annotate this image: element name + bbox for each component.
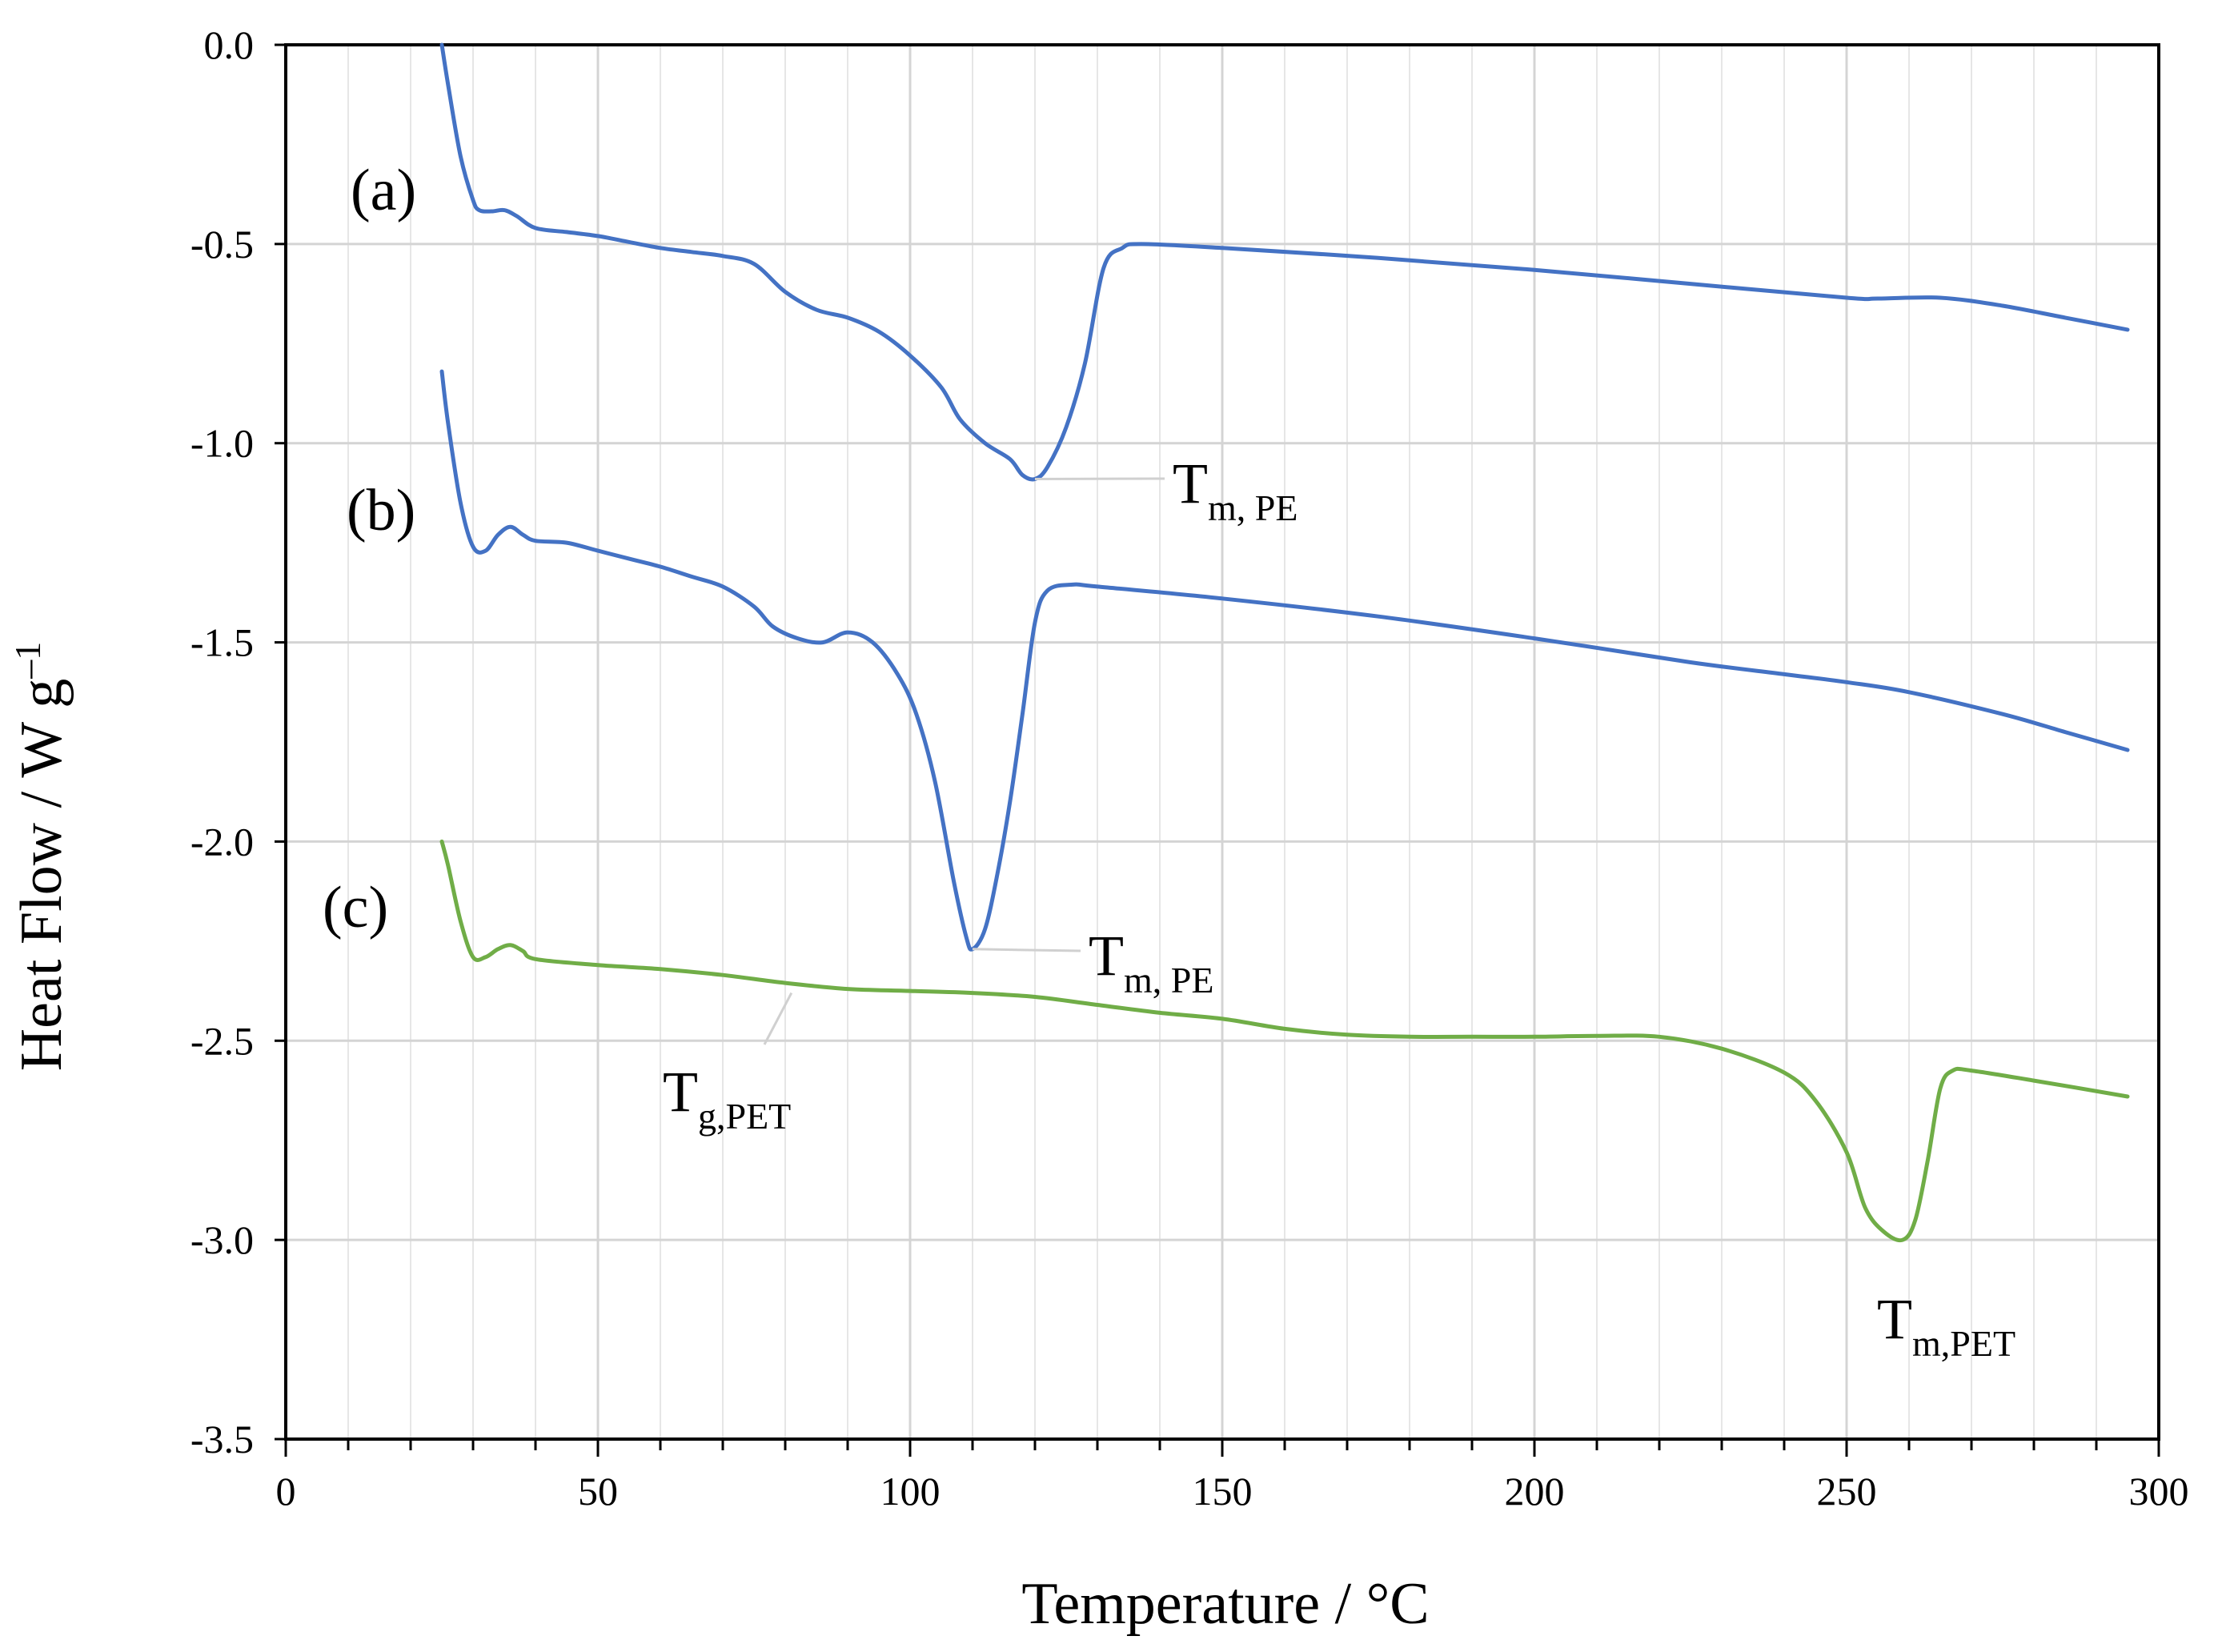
annotation-tm-pet: Tm,PET bbox=[1877, 1287, 2015, 1364]
annotation-tg-pet-main: T bbox=[663, 1060, 698, 1124]
y-tick-label-0: 0.0 bbox=[204, 22, 255, 67]
y-tick-label-4: -2.0 bbox=[191, 819, 254, 864]
y-axis-title-main: Heat Flow / W g bbox=[9, 679, 74, 1072]
x-tick-label-50: 50 bbox=[578, 1469, 618, 1514]
annotation-tg-pet-sub: g,PET bbox=[698, 1096, 791, 1137]
leader-tm-pe-b bbox=[972, 948, 1081, 952]
x-tick-label-0: 0 bbox=[276, 1469, 296, 1514]
annotation-tm-pet-main: T bbox=[1877, 1287, 1912, 1351]
y-tick-label-6: -3.0 bbox=[191, 1217, 254, 1262]
labels-group: 0 50 100 150 200 250 300 0.0 -0.5 -1.0 -1.5 -2.0 -2.… bbox=[191, 22, 2189, 1514]
x-tick-label-300: 300 bbox=[2129, 1469, 2189, 1514]
x-tick-label-200: 200 bbox=[1505, 1469, 1565, 1514]
annotation-tm-pe-a: Tm, PE bbox=[1173, 451, 1298, 528]
axes bbox=[275, 43, 2160, 1457]
annotation-tm-pe-b-main: T bbox=[1089, 924, 1124, 988]
annotation-tg-pet: Tg,PET bbox=[663, 1060, 791, 1137]
x-tick-label-250: 250 bbox=[1817, 1469, 1877, 1514]
x-tick-label-100: 100 bbox=[880, 1469, 941, 1514]
annotation-leaders bbox=[763, 477, 1165, 1045]
series-label-a: (a) bbox=[351, 158, 416, 223]
y-tick-label-5: -2.5 bbox=[191, 1018, 254, 1063]
y-tick-label-1: -0.5 bbox=[191, 222, 254, 267]
x-axis-title: Temperature / °C bbox=[1021, 1571, 1429, 1637]
series-line-a bbox=[439, 42, 2130, 482]
leader-tg-pet bbox=[763, 992, 793, 1045]
x-tick-label-150: 150 bbox=[1193, 1469, 1253, 1514]
y-axis-title-superscript: –1 bbox=[7, 642, 48, 680]
annotation-tm-pe-b: Tm, PE bbox=[1089, 924, 1213, 1000]
series-line-b bbox=[439, 369, 2130, 952]
major-grid bbox=[286, 45, 2159, 1439]
y-axis-title: Heat Flow / W g–1 bbox=[7, 642, 74, 1072]
series-label-c: (c) bbox=[323, 875, 388, 940]
minor-grid bbox=[347, 45, 2097, 1439]
y-tick-label-3: -1.5 bbox=[191, 620, 254, 665]
y-tick-label-7: -3.5 bbox=[191, 1417, 254, 1462]
y-tick-label-2: -1.0 bbox=[191, 421, 254, 466]
annotation-tm-pet-sub: m,PET bbox=[1912, 1323, 2015, 1364]
series-label-b: (b) bbox=[347, 478, 415, 543]
series-group bbox=[439, 42, 2130, 1243]
annotation-tm-pe-a-sub: m, PE bbox=[1208, 487, 1298, 528]
series-line-c bbox=[439, 839, 2130, 1243]
annotation-tm-pe-a-main: T bbox=[1173, 451, 1208, 515]
annotation-tm-pe-b-sub: m, PE bbox=[1124, 960, 1213, 1000]
